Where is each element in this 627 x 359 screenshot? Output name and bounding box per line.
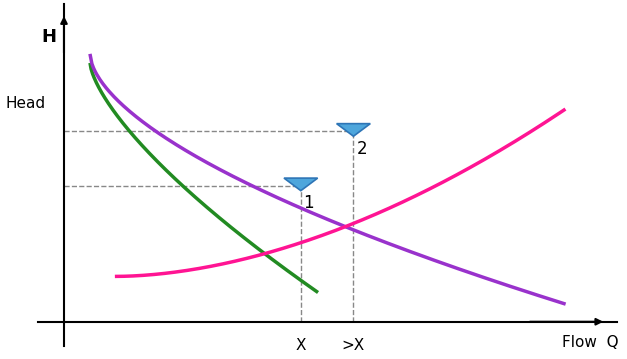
Polygon shape: [337, 123, 371, 136]
Text: Flow  Q: Flow Q: [562, 335, 619, 350]
Text: 1: 1: [303, 194, 314, 212]
Text: 2: 2: [357, 140, 368, 158]
Text: >X: >X: [342, 339, 365, 353]
Text: H: H: [41, 28, 56, 46]
Polygon shape: [284, 178, 318, 191]
Text: Head: Head: [6, 97, 46, 112]
Text: X: X: [295, 339, 306, 353]
